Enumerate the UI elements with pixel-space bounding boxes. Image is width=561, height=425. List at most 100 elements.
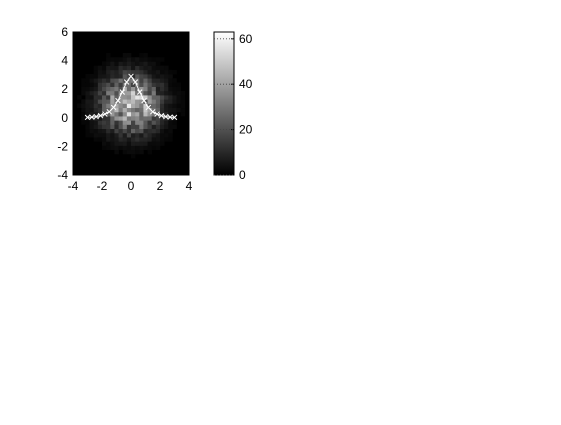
heatmap-cell bbox=[135, 74, 140, 79]
heatmap-cell bbox=[135, 99, 140, 104]
overlay-point-marker bbox=[141, 97, 147, 104]
heatmap-cell bbox=[143, 86, 148, 92]
heatmap-cell bbox=[126, 103, 132, 109]
heatmap-cell bbox=[151, 99, 157, 104]
heatmap-cell bbox=[155, 137, 161, 142]
y-tick-label: 2 bbox=[61, 82, 68, 96]
heatmap-cell bbox=[102, 132, 107, 138]
heatmap-cell bbox=[131, 120, 136, 125]
heatmap-cell bbox=[160, 137, 165, 142]
heatmap-cell bbox=[147, 132, 153, 138]
heatmap-cell bbox=[81, 99, 86, 104]
heatmap-cell bbox=[180, 111, 186, 117]
heatmap-cell bbox=[110, 128, 115, 134]
heatmap-cell bbox=[160, 82, 165, 87]
heatmap-cell bbox=[151, 116, 157, 121]
heatmap-cell bbox=[135, 90, 140, 96]
heatmap-cell bbox=[102, 99, 107, 104]
heatmap-cell bbox=[155, 103, 161, 109]
heatmap-cell bbox=[131, 137, 136, 142]
heatmap-cell bbox=[135, 86, 140, 92]
heatmap-cell bbox=[106, 86, 111, 92]
heatmap-cell bbox=[126, 99, 132, 104]
heatmap-cell bbox=[97, 86, 103, 92]
heatmap-cell bbox=[114, 57, 119, 62]
heatmap-cell bbox=[139, 95, 144, 100]
heatmap-cell bbox=[110, 124, 115, 130]
heatmap-cell bbox=[106, 116, 111, 121]
heatmap-cell bbox=[147, 120, 153, 125]
heatmap-cell bbox=[139, 145, 144, 151]
heatmap-cell bbox=[114, 74, 119, 79]
heatmap-cell bbox=[131, 99, 136, 104]
heatmap-cell bbox=[155, 57, 161, 62]
heatmap-cell bbox=[135, 132, 140, 138]
heatmap-cell bbox=[164, 137, 169, 142]
heatmap-cell bbox=[122, 61, 128, 66]
heatmap-cell bbox=[126, 149, 132, 155]
heatmap-cell bbox=[85, 99, 90, 104]
heatmap-cell bbox=[102, 95, 107, 100]
heatmap-y-axis: -4 -2 0 2 4 6 bbox=[57, 25, 189, 182]
heatmap-cell bbox=[126, 82, 132, 87]
heatmap-cell bbox=[93, 82, 99, 87]
heatmap-cell bbox=[126, 53, 132, 58]
heatmap-cell bbox=[139, 90, 144, 96]
heatmap-cell bbox=[110, 57, 115, 62]
heatmap-cell bbox=[102, 61, 107, 66]
heatmap-cell bbox=[97, 78, 103, 83]
heatmap-cell bbox=[110, 141, 115, 146]
heatmap-cell bbox=[118, 137, 124, 142]
heatmap-cell bbox=[89, 124, 95, 130]
heatmap-cell bbox=[155, 145, 161, 151]
heatmap-cell bbox=[97, 90, 103, 96]
heatmap-cell bbox=[93, 111, 99, 117]
heatmap-cell bbox=[122, 116, 128, 121]
heatmap-cell bbox=[106, 69, 111, 75]
heatmap-cell bbox=[118, 124, 124, 130]
heatmap-cell bbox=[147, 124, 153, 130]
heatmap-cell bbox=[126, 74, 132, 79]
heatmap-cell bbox=[114, 65, 119, 71]
heatmap-cell bbox=[151, 124, 157, 130]
heatmap-cell bbox=[172, 99, 177, 104]
heatmap-cell bbox=[118, 128, 124, 134]
heatmap-cell bbox=[172, 86, 177, 92]
heatmap-cell bbox=[147, 57, 153, 62]
heatmap-cell bbox=[139, 128, 144, 134]
heatmap-cell bbox=[164, 111, 169, 117]
heatmap-cell bbox=[168, 99, 173, 104]
heatmap-cell bbox=[114, 149, 119, 155]
heatmap-cell bbox=[118, 95, 124, 100]
overlay-point-marker bbox=[106, 109, 113, 115]
heatmap-cell bbox=[102, 107, 107, 113]
colorbar-tick-label: 60 bbox=[239, 32, 253, 46]
heatmap-cell bbox=[81, 82, 86, 87]
heatmap-cell bbox=[131, 65, 136, 71]
heatmap-cell bbox=[180, 90, 186, 96]
heatmap-cell bbox=[168, 137, 173, 142]
heatmap-cell bbox=[164, 78, 169, 83]
y-tick-label: 4 bbox=[61, 54, 68, 68]
heatmap-cell bbox=[118, 74, 124, 79]
heatmap-cell bbox=[85, 107, 90, 113]
heatmap-cell bbox=[93, 95, 99, 100]
colorbar-tick-label: 0 bbox=[239, 168, 246, 182]
heatmap-cell bbox=[102, 120, 107, 125]
heatmap-cell bbox=[122, 57, 128, 62]
overlay-point-marker bbox=[89, 114, 95, 120]
heatmap-cell bbox=[164, 86, 169, 92]
heatmap-cell bbox=[168, 74, 173, 79]
heatmap-cell bbox=[85, 74, 90, 79]
x-tick-label: -4 bbox=[68, 179, 79, 193]
heatmap-cell bbox=[97, 128, 103, 134]
heatmap-cell bbox=[89, 78, 95, 83]
y-tick-label: 0 bbox=[61, 111, 68, 125]
heatmap-cell bbox=[160, 132, 165, 138]
heatmap-cell bbox=[85, 132, 90, 138]
heatmap-cell bbox=[143, 103, 148, 109]
heatmap-cell bbox=[160, 69, 165, 75]
heatmap-cell bbox=[180, 95, 186, 100]
heatmap-cell bbox=[164, 116, 169, 121]
heatmap-cell bbox=[89, 86, 95, 92]
